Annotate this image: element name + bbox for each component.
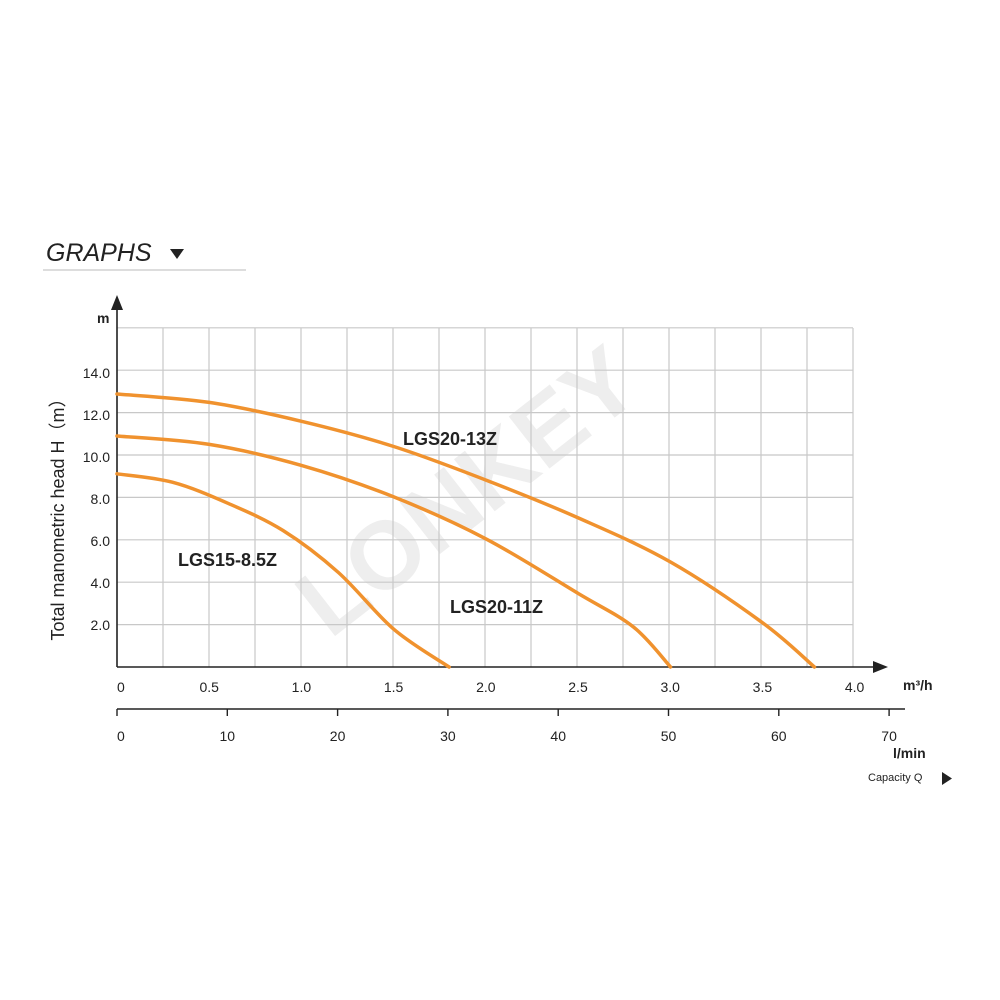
x-tick-label-secondary: 30 <box>440 728 456 744</box>
triangle-right-icon <box>942 772 952 785</box>
series-label-lgs15-8-5z: LGS15-8.5Z <box>178 550 277 570</box>
y-tick-label: 12.0 <box>83 407 110 423</box>
x-tick-label: 3.0 <box>660 679 680 695</box>
x-tick-label: 4.0 <box>845 679 865 695</box>
y-axis-label: Total manometric head H（m） <box>48 389 68 640</box>
x-tick-label-secondary: 0 <box>117 728 125 744</box>
series-label-lgs20-11z: LGS20-11Z <box>450 597 543 617</box>
x-tick-label-secondary: 70 <box>881 728 897 744</box>
y-unit-label: m <box>97 310 109 326</box>
x-tick-labels-secondary: 0 10 20 30 40 50 60 70 <box>117 728 897 744</box>
series-line-lgs20-13z <box>115 392 817 669</box>
y-tick-label: 8.0 <box>91 491 111 507</box>
y-tick-label: 10.0 <box>83 449 110 465</box>
y-tick-labels: 2.0 4.0 6.0 8.0 10.0 12.0 14.0 <box>83 365 110 633</box>
y-tick-label: 6.0 <box>91 533 111 549</box>
x-tick-label: 3.5 <box>753 679 773 695</box>
series-curves <box>115 392 817 669</box>
x-tick-label-secondary: 20 <box>330 728 346 744</box>
y-tick-label: 4.0 <box>91 575 111 591</box>
x-tick-label: 2.0 <box>476 679 496 695</box>
x-tick-label-secondary: 50 <box>661 728 677 744</box>
x-axis-arrow-icon <box>873 661 888 673</box>
y-axis-arrow-icon <box>111 295 123 310</box>
x-tick-labels: 0 0.5 1.0 1.5 2.0 2.5 3.0 3.5 4.0 <box>117 679 865 695</box>
x-tick-label: 1.0 <box>292 679 312 695</box>
axes <box>111 295 905 716</box>
triangle-down-icon <box>170 249 184 259</box>
x-tick-label-secondary: 10 <box>220 728 236 744</box>
x-tick-label: 1.5 <box>384 679 404 695</box>
y-tick-label: 2.0 <box>91 617 111 633</box>
series-line-lgs20-11z <box>115 434 673 669</box>
capacity-label: Capacity Q <box>868 772 923 784</box>
y-tick-label: 14.0 <box>83 365 110 381</box>
section-title: GRAPHS <box>46 239 152 267</box>
x-tick-label: 0 <box>117 679 125 695</box>
x-tick-label: 0.5 <box>199 679 219 695</box>
series-label-lgs20-13z: LGS20-13Z <box>403 429 497 449</box>
x-unit-secondary: l/min <box>893 745 926 761</box>
series-line-lgs15-8-5z <box>115 472 451 669</box>
x-tick-label-secondary: 60 <box>771 728 787 744</box>
x-tick-label-secondary: 40 <box>550 728 566 744</box>
x-tick-label: 2.5 <box>568 679 588 695</box>
x-unit-primary: m³/h <box>903 677 933 693</box>
